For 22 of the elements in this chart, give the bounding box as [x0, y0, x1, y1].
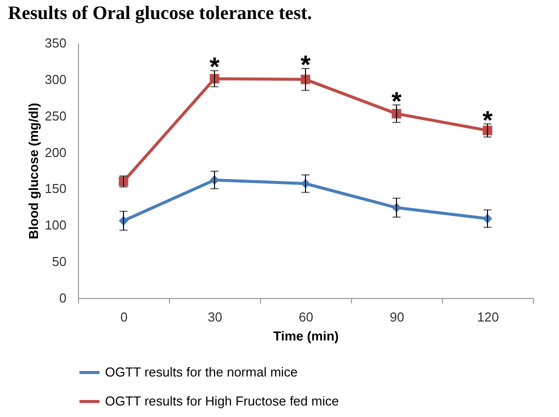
y-tick-label: 150 — [44, 181, 66, 196]
x-tick-label: 90 — [390, 310, 404, 324]
annotation: * — [391, 86, 402, 116]
annotation: * — [482, 104, 494, 135]
y-tick-label: 100 — [44, 218, 66, 233]
y-tick-label: 200 — [44, 144, 66, 160]
x-tick-label: 120 — [477, 310, 499, 324]
y-tick-label: 0 — [59, 290, 66, 306]
y-tick-label: 50 — [52, 254, 66, 270]
legend-label: OGTT results for the normal mice — [105, 364, 298, 380]
x-tick-label: 30 — [208, 310, 222, 324]
y-axis-title: Blood glucose (mg/dl) — [26, 102, 41, 240]
chart-title: Results of Oral glucose tolerance test. — [8, 3, 312, 24]
annotation: * — [300, 50, 312, 80]
y-tick-label: 250 — [44, 108, 66, 124]
legend-label: OGTT results for High Fructose fed mice — [105, 394, 339, 408]
y-tick-label: 300 — [44, 72, 66, 87]
x-tick-label: 60 — [298, 310, 314, 324]
x-tick-label: 0 — [120, 310, 128, 324]
x-axis-title: Time (min) — [273, 328, 339, 344]
y-tick-label: 350 — [44, 36, 66, 50]
annotation: * — [209, 52, 220, 82]
